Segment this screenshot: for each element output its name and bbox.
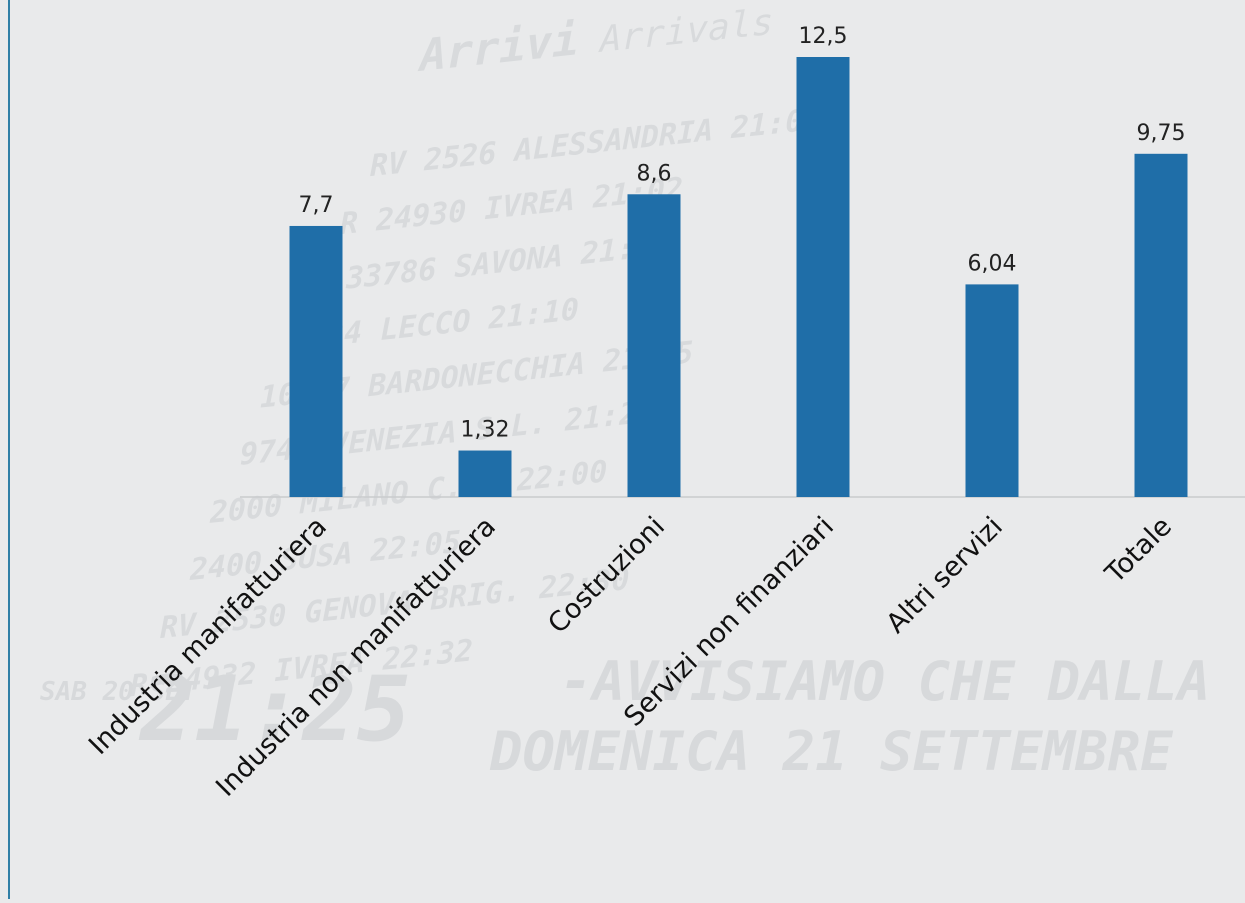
board-clock-day: SAB 20 SET (40, 677, 198, 707)
board-clock-time: 21:25 (138, 657, 411, 762)
bar (627, 194, 681, 497)
bar-value-label: 1,32 (461, 418, 510, 443)
board-ticker: -AVVISIAMO CHE DALLA (560, 650, 1210, 713)
bar (796, 57, 850, 497)
bar-value-label: 8,6 (637, 161, 672, 186)
category-label: Altri servizi (880, 511, 1008, 639)
board-subtitle: Arrivals (598, 1, 773, 61)
board-title: Arrivi (417, 14, 579, 82)
bar (965, 284, 1019, 497)
left-border-line (8, 0, 10, 899)
bar-value-label: 6,04 (968, 251, 1017, 276)
board-row: RV 2526 ALESSANDRIA 21:00 (370, 102, 821, 184)
value-labels: 7,7 1,32 8,6 12,5 6,04 9,75 (299, 24, 1186, 443)
bar (289, 225, 343, 497)
bar-series (289, 57, 1188, 498)
bar (458, 450, 512, 497)
category-label: Totale (1099, 511, 1178, 590)
bar-value-label: 7,7 (299, 193, 334, 218)
board-ticker: DOMENICA 21 SETTEMBRE (489, 720, 1173, 783)
bar (1134, 153, 1188, 498)
bar-value-label: 9,75 (1137, 121, 1186, 146)
bar-value-label: 12,5 (799, 24, 848, 49)
